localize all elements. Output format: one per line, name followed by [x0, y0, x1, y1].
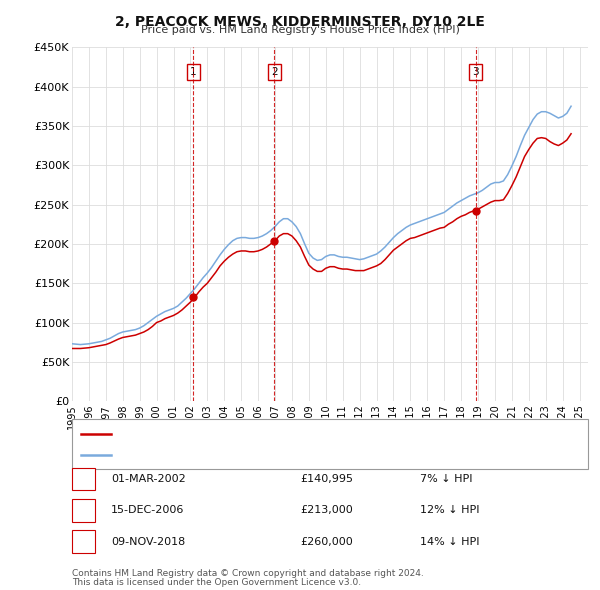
- Text: 3: 3: [472, 67, 479, 77]
- Text: 12% ↓ HPI: 12% ↓ HPI: [420, 506, 479, 515]
- Text: 2: 2: [271, 67, 278, 77]
- Text: Contains HM Land Registry data © Crown copyright and database right 2024.: Contains HM Land Registry data © Crown c…: [72, 569, 424, 578]
- Text: 15-DEC-2006: 15-DEC-2006: [111, 506, 184, 515]
- Text: 09-NOV-2018: 09-NOV-2018: [111, 537, 185, 546]
- Text: This data is licensed under the Open Government Licence v3.0.: This data is licensed under the Open Gov…: [72, 578, 361, 587]
- Text: 01-MAR-2002: 01-MAR-2002: [111, 474, 186, 484]
- Text: Price paid vs. HM Land Registry's House Price Index (HPI): Price paid vs. HM Land Registry's House …: [140, 25, 460, 35]
- Text: 2: 2: [80, 506, 87, 515]
- Text: 3: 3: [80, 537, 87, 546]
- Text: £260,000: £260,000: [300, 537, 353, 546]
- Text: 1: 1: [190, 67, 197, 77]
- Text: 2, PEACOCK MEWS, KIDDERMINSTER, DY10 2LE (detached house): 2, PEACOCK MEWS, KIDDERMINSTER, DY10 2LE…: [117, 429, 458, 439]
- Text: HPI: Average price, detached house, Wyre Forest: HPI: Average price, detached house, Wyre…: [117, 450, 372, 460]
- Text: £213,000: £213,000: [300, 506, 353, 515]
- Text: £140,995: £140,995: [300, 474, 353, 484]
- Text: 7% ↓ HPI: 7% ↓ HPI: [420, 474, 473, 484]
- Text: 14% ↓ HPI: 14% ↓ HPI: [420, 537, 479, 546]
- Text: 2, PEACOCK MEWS, KIDDERMINSTER, DY10 2LE: 2, PEACOCK MEWS, KIDDERMINSTER, DY10 2LE: [115, 15, 485, 29]
- Text: 1: 1: [80, 474, 87, 484]
